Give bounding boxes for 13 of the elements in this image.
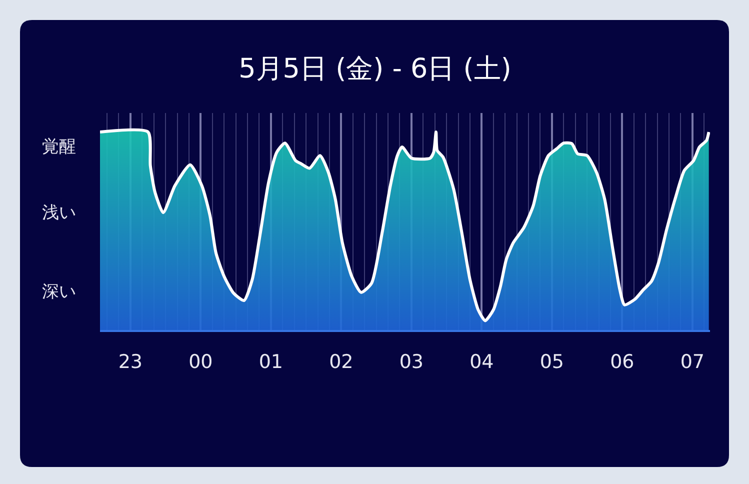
x-tick-label: 06: [610, 350, 634, 373]
x-tick-label: 23: [118, 350, 143, 373]
x-tick-label: 07: [680, 350, 705, 373]
text: 浅い: [42, 203, 76, 223]
text: 深い: [42, 282, 76, 302]
x-tick-label: 00: [188, 350, 213, 373]
x-tick-label: 01: [258, 350, 284, 373]
chart-title: 5月5日 (金) - 6日 (土): [238, 53, 512, 84]
x-tick-label: 04: [470, 350, 494, 373]
text: 覚醒: [42, 137, 76, 157]
x-tick-label: 03: [399, 350, 424, 373]
x-tick-label: 02: [329, 350, 354, 373]
x-tick-label: 05: [540, 350, 564, 373]
